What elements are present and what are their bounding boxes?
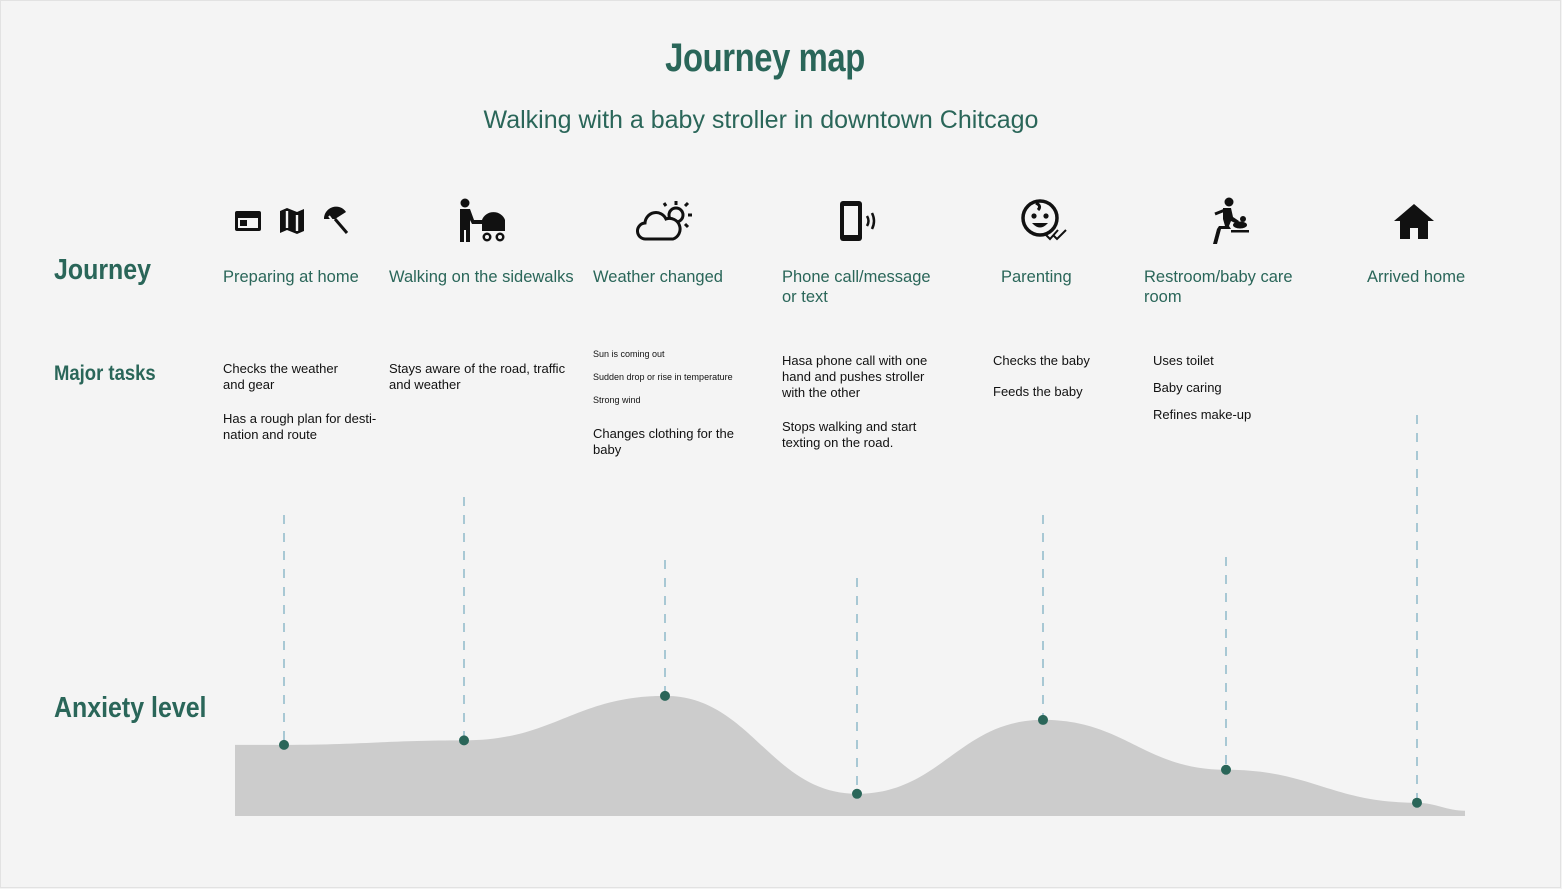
baby-changing-icon [1213, 197, 1249, 244]
task-item: Changes clothing for the baby [593, 426, 734, 457]
anxiety-point [279, 739, 289, 750]
stage-name-4: Phone call/message or text [782, 268, 931, 306]
task-item: Baby caring [1153, 380, 1222, 395]
task-item: Stays aware of the road, traffic and wea… [389, 361, 566, 392]
stage-name-3: Weather changed [593, 268, 723, 286]
page-subtitle: Walking with a baby stroller in downtown… [483, 106, 1039, 134]
stage-2-icons [456, 198, 508, 244]
stage-4-icons [838, 198, 878, 244]
beach-umbrella-icon [323, 206, 349, 234]
map-icon [280, 208, 304, 234]
tasks-stage-3: Sun is coming out Sudden drop or rise in… [593, 348, 753, 469]
row-label-anxiety-level: Anxiety level [54, 692, 207, 724]
partly-sunny-cloud-icon [636, 201, 692, 241]
smiling-baby-icon [1021, 199, 1067, 241]
anxiety-point [1038, 714, 1048, 725]
tasks-stage-2: Stays aware of the road, traffic and wea… [389, 361, 569, 411]
task-item: Feeds the baby [993, 384, 1083, 399]
task-item: Checks the baby [993, 353, 1090, 368]
task-item: Stops walking and start texting on the r… [782, 419, 917, 450]
stage-5-icons [1016, 198, 1072, 244]
page-title: Journey map [665, 36, 865, 80]
task-item: Uses toilet [1153, 353, 1214, 368]
task-item: Has a rough plan for desti-nation and ro… [223, 411, 377, 442]
vibrating-phone-icon [840, 201, 876, 241]
tasks-stage-6: Uses toilet Baby caring Refines make-up [1153, 353, 1283, 434]
tasks-stage-5: Checks the baby Feeds the baby [993, 353, 1123, 415]
stage-3-icons [636, 198, 696, 244]
stage-6-icons [1205, 197, 1251, 244]
person-with-stroller-icon [460, 198, 505, 242]
anxiety-area [235, 695, 1465, 816]
task-item: Strong wind [593, 395, 641, 405]
anxiety-point [459, 735, 469, 746]
row-label-journey: Journey [54, 254, 152, 286]
row-label-major-tasks: Major tasks [54, 362, 156, 385]
stage-name-7: Arrived home [1367, 268, 1466, 286]
anxiety-point [660, 690, 670, 701]
stage-name-5: Parenting [1001, 268, 1072, 286]
task-item: Hasa phone call with one hand and pushes… [782, 353, 928, 400]
tasks-stage-1: Checks the weather and gear Has a rough … [223, 361, 383, 461]
stage-1-icons [233, 198, 351, 244]
stage-7-icons [1392, 198, 1436, 244]
anxiety-point [1412, 797, 1422, 808]
anxiety-point [852, 788, 862, 799]
browser-window-icon [235, 211, 261, 231]
tasks-stage-4: Hasa phone call with one hand and pushes… [782, 353, 932, 469]
stage-name-1: Preparing at home [223, 268, 359, 286]
stage-name-2: Walking on the sidewalks [389, 268, 574, 286]
stage-name-6: Restroom/baby care room [1144, 268, 1293, 306]
task-item: Checks the weather and gear [223, 361, 338, 392]
anxiety-point [1221, 764, 1231, 775]
task-item: Refines make-up [1153, 407, 1252, 422]
task-item: Sudden drop or rise in temperature [593, 372, 733, 382]
task-item: Sun is coming out [593, 349, 665, 359]
home-icon [1394, 204, 1434, 239]
